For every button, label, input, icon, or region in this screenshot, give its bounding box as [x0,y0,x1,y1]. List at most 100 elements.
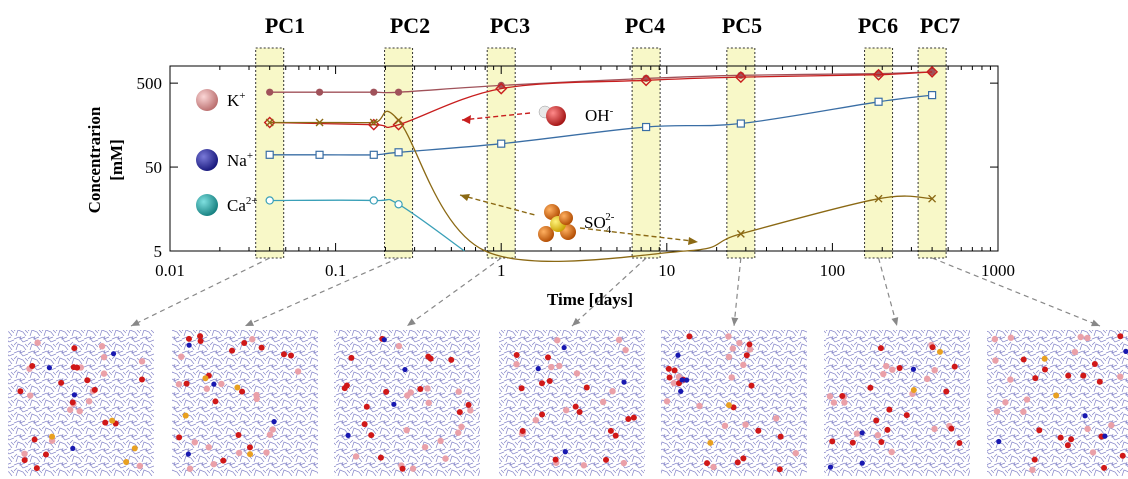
connector-arrowhead [572,317,581,326]
potassium-atom [404,392,411,399]
sodium-atom [561,344,567,351]
x-tick-label: 100 [820,261,846,280]
potassium-atom [1071,348,1079,356]
data-point-ca [369,196,378,205]
oxygen-atom [235,432,242,439]
oxygen-atom [519,427,526,434]
oxygen-atom [538,380,545,387]
data-point-k [315,88,324,96]
oxygen-atom [603,456,610,463]
sodium-atom [185,451,191,457]
potassium-atom [1002,399,1009,406]
x-tick-label: 10 [658,261,675,280]
connector-line [931,257,1101,327]
potassium-atom [615,336,623,344]
potassium-atom [253,395,260,403]
snapshot-mesh [172,330,318,476]
potassium-atom [853,430,861,437]
period-label-pc6: PC6 [858,13,898,38]
oxygen-atom [1119,452,1126,459]
potassium-atom [663,398,671,405]
sodium-atom [391,401,397,407]
period-label-pc1: PC1 [265,13,305,38]
snapshot-panel-1 [8,330,154,476]
oxygen-atom [176,434,183,441]
potassium-atom [841,399,848,406]
oxygen-atom [625,415,632,422]
potassium-atom [728,374,735,381]
oxygen-atom [33,465,40,472]
potassium-atom [772,415,780,422]
data-point-k [874,69,883,78]
sodium-atom [1082,413,1088,419]
sodium-atom [1102,433,1108,439]
snapshot-mesh [8,330,154,476]
oxygen-atom [29,362,36,369]
data-point-so4 [736,229,745,238]
sodium-atom [827,464,834,470]
oxygen-atom [197,338,204,345]
oxygen-atom [1065,372,1072,379]
oxygen-atom [185,335,192,342]
data-point-k [370,88,378,96]
data-point-na [497,139,506,148]
x-tick-label: 0.1 [325,261,346,280]
series-line-so4 [269,110,933,262]
potassium-atom [609,388,616,395]
oxygen-atom [280,351,287,358]
oxygen-atom [686,333,693,340]
snapshot-panels [8,330,1128,476]
series-layer [263,65,939,262]
sodium-atom [402,366,408,373]
data-point-na [315,150,324,159]
snapshot-panel-2 [172,330,318,476]
potassium-atom [889,366,896,373]
potassium-atom [191,439,198,446]
oxygen-atom [829,438,836,445]
potassium-atom [1029,466,1036,474]
sulfate-cluster [936,348,943,355]
potassium-atom [725,353,733,361]
period-label-pc7: PC7 [920,13,960,38]
potassium-atom [269,426,276,433]
oxygen-atom [612,432,619,439]
potassium-atom [736,339,743,347]
potassium-atom [562,406,570,414]
connector-line [406,257,502,327]
potassium-atom [26,392,34,399]
oxygen-atom [71,345,78,352]
oxygen-atom [948,425,955,432]
oxygen-atom [545,354,552,361]
potassium-atom [249,336,256,343]
data-point-ca [394,200,403,209]
potassium-atom [880,370,887,378]
oxygen-atom [951,363,958,370]
oxygen-atom [1042,366,1049,373]
potassium-atom [34,339,41,346]
sodium-atom [345,432,351,438]
oxygen-atom [630,414,637,421]
oxygen-atom [896,364,903,371]
snapshot-panel-6 [824,330,970,476]
potassium-atom [294,368,302,375]
oxygen-atom [704,460,711,467]
oxygen-atom [929,344,936,351]
oxygen-atom [746,341,753,348]
y-tick-label: 5 [154,242,163,261]
potassium-atom [263,449,270,456]
potassium-atom [670,379,678,387]
potassium-atom [1084,334,1091,342]
oxygen-atom [552,456,559,463]
x-tick-label: 1000 [981,261,1015,280]
potassium-atom [1020,408,1027,415]
hydroxide-pointer-arrowhead [462,115,471,124]
period-label-pc3: PC3 [490,13,530,38]
period-bands [255,47,947,259]
potassium-atom [931,367,938,374]
potassium-atom [424,385,431,392]
snapshot-panel-5 [661,330,807,476]
sodium-atom [910,366,917,372]
hydroxide-molecule-icon [538,105,566,126]
potassium-atom [513,361,520,368]
oxygen-atom [42,451,49,458]
